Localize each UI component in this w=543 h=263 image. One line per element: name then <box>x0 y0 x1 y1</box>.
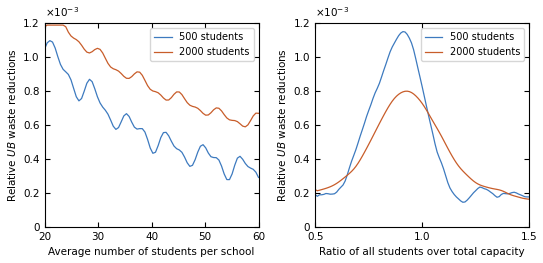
Legend: 500 students, 2000 students: 500 students, 2000 students <box>421 28 525 61</box>
2000 students <box>443 143 449 146</box>
2000 students <box>242 125 249 128</box>
2000 students <box>210 108 217 111</box>
2000 students <box>216 107 222 110</box>
500 students <box>47 39 53 42</box>
2000 students <box>312 188 319 191</box>
Y-axis label: Relative $UB$ waste reductions: Relative $UB$ waste reductions <box>276 48 288 202</box>
2000 students <box>526 198 532 201</box>
2000 students <box>464 174 470 177</box>
Text: $\times10^{-3}$: $\times10^{-3}$ <box>315 6 349 19</box>
500 students <box>443 174 449 177</box>
2000 students <box>475 182 481 185</box>
500 students <box>102 109 109 112</box>
500 students <box>466 196 472 199</box>
500 students <box>41 47 48 50</box>
500 students <box>365 109 372 112</box>
500 students <box>459 201 466 204</box>
500 students <box>226 178 233 181</box>
2000 students <box>413 94 419 97</box>
500 students <box>94 95 100 98</box>
2000 students <box>94 47 100 50</box>
500 students <box>105 113 111 116</box>
500 students <box>327 193 333 196</box>
2000 students <box>255 112 262 115</box>
X-axis label: Average number of students per school: Average number of students per school <box>48 247 255 257</box>
Text: $\times10^{-3}$: $\times10^{-3}$ <box>45 6 79 19</box>
500 students <box>526 195 532 199</box>
2000 students <box>102 57 109 60</box>
Line: 2000 students: 2000 students <box>45 25 258 127</box>
500 students <box>144 138 151 141</box>
500 students <box>413 57 419 60</box>
2000 students <box>327 185 333 188</box>
500 students <box>216 158 222 161</box>
Line: 500 students: 500 students <box>45 41 258 180</box>
Line: 500 students: 500 students <box>315 32 529 202</box>
2000 students <box>404 90 411 93</box>
500 students <box>210 156 217 159</box>
500 students <box>477 185 483 189</box>
500 students <box>312 193 319 196</box>
2000 students <box>105 62 111 65</box>
2000 students <box>144 84 151 87</box>
Legend: 500 students, 2000 students: 500 students, 2000 students <box>150 28 254 61</box>
Y-axis label: Relative $UB$ waste reductions: Relative $UB$ waste reductions <box>5 48 17 202</box>
2000 students <box>41 25 48 28</box>
X-axis label: Ratio of all students over total capacity: Ratio of all students over total capacit… <box>319 247 525 257</box>
500 students <box>400 30 406 33</box>
2000 students <box>44 23 50 27</box>
Line: 2000 students: 2000 students <box>315 91 529 199</box>
500 students <box>255 176 262 179</box>
2000 students <box>365 143 372 146</box>
